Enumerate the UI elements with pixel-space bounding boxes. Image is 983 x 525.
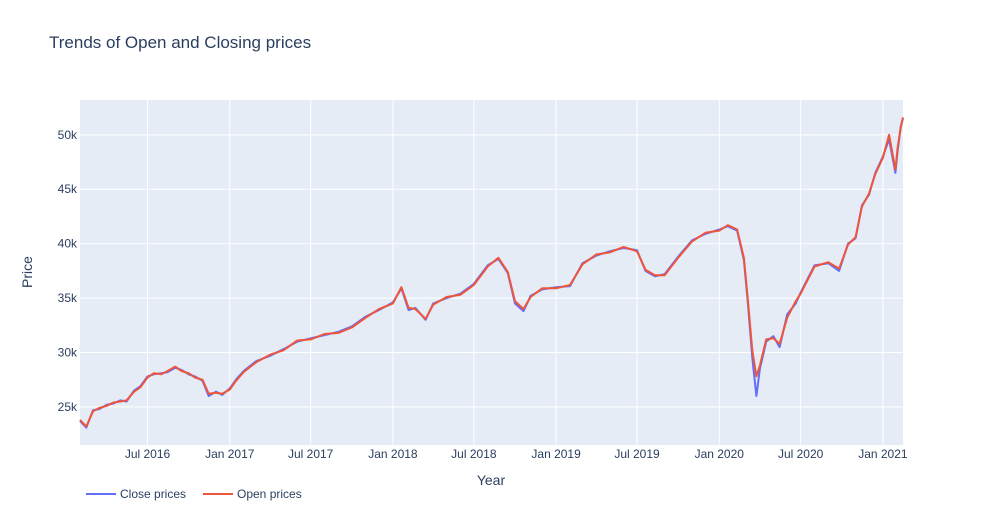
grid-lines [80, 100, 903, 445]
x-tick-label: Jan 2019 [531, 447, 581, 461]
series-layer [79, 117, 904, 429]
x-axis-title: Year [477, 472, 506, 488]
legend-close-label: Close prices [120, 487, 186, 501]
y-tick-label: 25k [58, 400, 78, 414]
x-tick-label: Jul 2019 [614, 447, 660, 461]
x-tick-label: Jul 2018 [451, 447, 497, 461]
y-tick-label: 40k [58, 237, 78, 251]
x-tick-label: Jan 2021 [858, 447, 908, 461]
x-tick-label: Jan 2017 [205, 447, 255, 461]
y-axis-ticks: 25k 30k 35k 40k 45k 50k [58, 128, 78, 414]
legend-item-close[interactable]: Close prices [86, 487, 186, 501]
plot-area [80, 100, 903, 445]
y-tick-label: 50k [58, 128, 78, 142]
x-tick-label: Jul 2017 [288, 447, 334, 461]
y-tick-label: 45k [58, 182, 78, 196]
x-tick-label: Jul 2016 [125, 447, 171, 461]
x-tick-label: Jan 2018 [368, 447, 418, 461]
x-tick-label: Jan 2020 [695, 447, 745, 461]
legend-open-label: Open prices [237, 487, 302, 501]
legend-item-open[interactable]: Open prices [203, 487, 302, 501]
chart-title: Trends of Open and Closing prices [49, 33, 312, 52]
open-prices-line[interactable] [79, 117, 904, 428]
y-tick-label: 30k [58, 345, 78, 359]
x-tick-label: Jul 2020 [778, 447, 824, 461]
legend[interactable]: Close prices Open prices [86, 487, 302, 501]
y-tick-label: 35k [58, 291, 78, 305]
x-axis-ticks: Jul 2016 Jan 2017 Jul 2017 Jan 2018 Jul 2018… [125, 447, 908, 461]
y-axis-title: Price [19, 256, 35, 288]
